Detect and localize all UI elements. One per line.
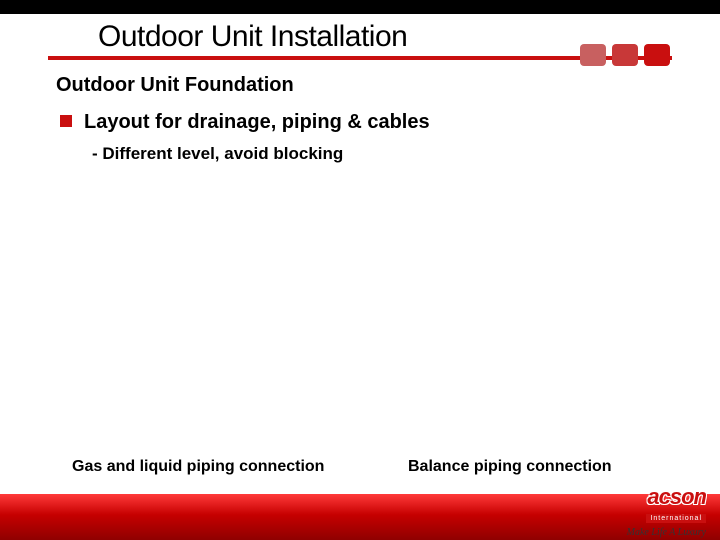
caption-left: Gas and liquid piping connection [0,458,324,476]
footer-band [0,494,720,540]
top-black-bar [0,0,720,14]
bullet-text: Layout for drainage, piping & cables [84,111,430,134]
caption-right: Balance piping connection [408,458,612,476]
bullet-row: Layout for drainage, piping & cables [0,97,720,134]
caption-row: Gas and liquid piping connection Balance… [0,458,720,476]
square-bullet-icon [60,115,72,127]
brand-tagline: Make Life A Luxury [627,527,706,538]
brand-logo: acson International Make Life A Luxury [627,487,706,538]
brand-intl: International [646,514,706,523]
sub-point: - Different level, avoid blocking [0,134,720,164]
tick-2 [612,44,638,66]
decorative-ticks [580,44,670,66]
tick-3 [644,44,670,66]
brand-name: acson [627,487,706,507]
title-underline [48,56,672,60]
title-rule-wrap [0,56,720,60]
tick-1 [580,44,606,66]
